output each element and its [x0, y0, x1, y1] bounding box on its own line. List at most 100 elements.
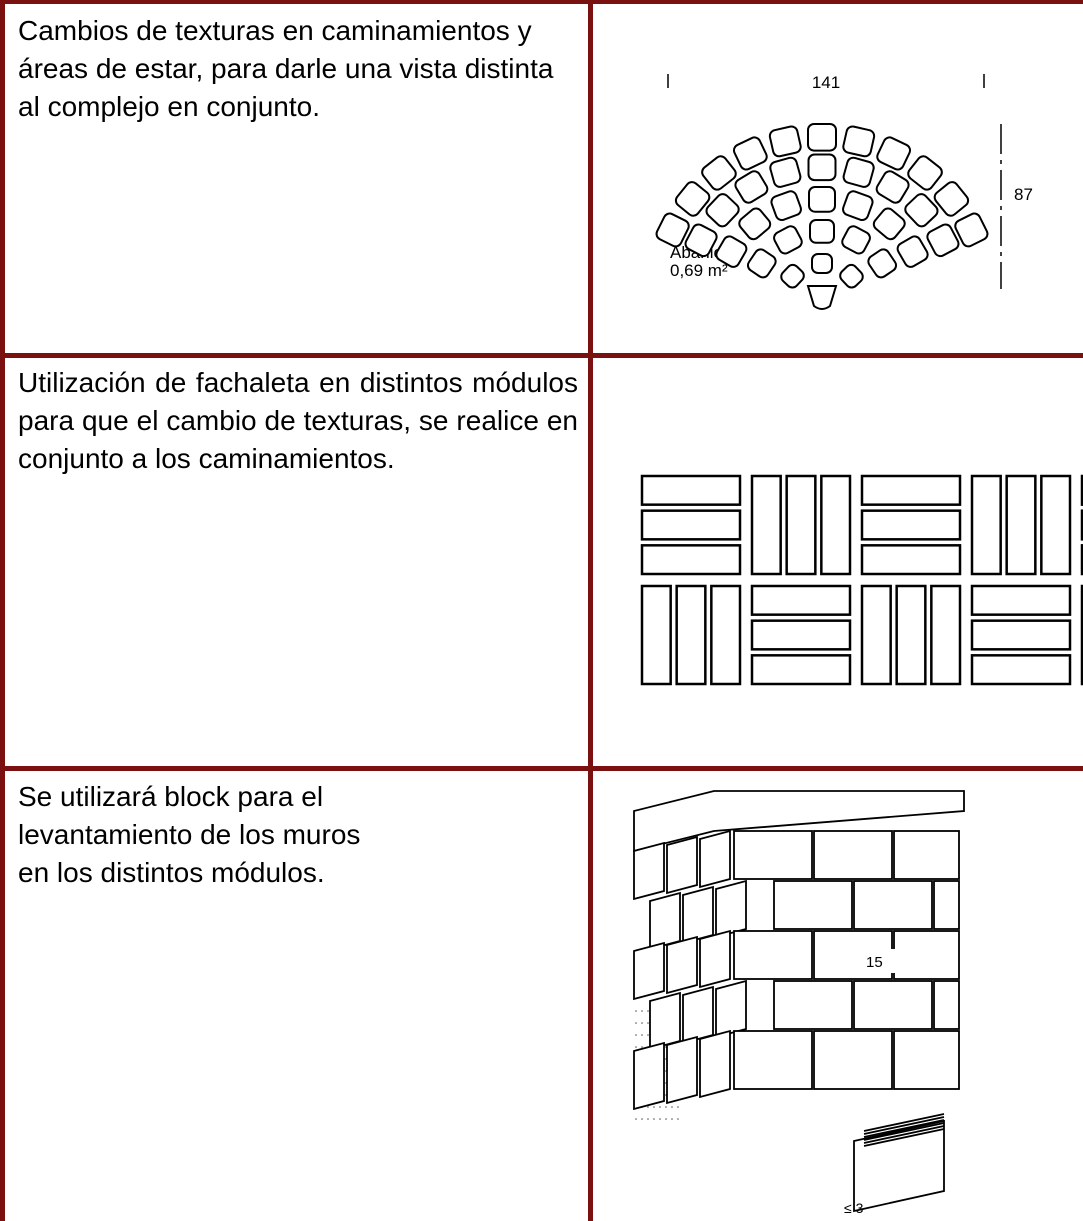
stone: [842, 190, 874, 222]
stone: [842, 156, 875, 188]
brick: [820, 474, 852, 576]
dot: [635, 1010, 637, 1012]
label-bg: [858, 949, 898, 973]
stone: [773, 225, 803, 255]
block: [813, 830, 893, 880]
stone: [780, 263, 805, 289]
dot: [671, 1118, 673, 1120]
dot: [677, 1106, 679, 1108]
stone: [705, 193, 740, 228]
brick: [750, 584, 852, 616]
dot: [635, 1022, 637, 1024]
block: [813, 1030, 893, 1090]
cell-text: Utilización de fachaleta en distintos mó…: [18, 367, 578, 474]
border: [0, 0, 1083, 4]
dot: [647, 1010, 649, 1012]
mask: [594, 358, 634, 766]
stone: [896, 235, 929, 268]
stack-line: [863, 1125, 945, 1144]
block: [853, 980, 933, 1030]
block: [893, 930, 960, 980]
stack: [853, 1119, 945, 1213]
block: [699, 1029, 731, 1099]
brick: [750, 474, 782, 576]
fan-figure: 141 87 Abanicos 0,69 m²: [655, 73, 1033, 310]
block-figure: 15 ≤ 3: [633, 790, 965, 1216]
block: [699, 829, 731, 889]
block: [633, 941, 665, 1001]
stone: [907, 155, 943, 191]
stone: [746, 248, 777, 279]
dot: [647, 1118, 649, 1120]
stone: [701, 155, 737, 191]
brick: [860, 474, 962, 506]
dot: [647, 1022, 649, 1024]
block: [733, 930, 813, 980]
brick: [640, 509, 742, 541]
dot: [671, 1106, 673, 1108]
stack-line: [863, 1119, 945, 1138]
stack-line: [863, 1113, 945, 1132]
stone: [875, 170, 910, 204]
stone: [674, 181, 711, 217]
block: [699, 929, 731, 989]
brick: [675, 584, 707, 686]
block: [666, 935, 698, 995]
brick: [785, 474, 817, 576]
dot: [659, 1106, 661, 1108]
dot: [641, 1022, 643, 1024]
dot: [653, 1106, 655, 1108]
dot: [665, 1106, 667, 1108]
brick: [640, 584, 672, 686]
brick: [1040, 474, 1072, 576]
block: [893, 1030, 960, 1090]
dot: [641, 1034, 643, 1036]
stone: [867, 248, 898, 279]
block: [633, 1041, 665, 1111]
stack-line: [863, 1116, 945, 1135]
figure-label: ≤ 3: [844, 1200, 864, 1216]
block: [649, 991, 681, 1051]
stone: [807, 123, 837, 152]
brick: [970, 654, 1072, 686]
block: [666, 1035, 698, 1105]
block: [633, 841, 665, 901]
cell-text: Cambios de texturas en caminamientos y á…: [18, 15, 554, 122]
stone: [655, 212, 690, 248]
brick: [930, 584, 962, 686]
border: [0, 766, 1083, 771]
figure-label: 0,69 m²: [670, 261, 728, 280]
stone: [738, 207, 772, 241]
dot: [635, 1046, 637, 1048]
block: [853, 880, 933, 930]
dot: [665, 1118, 667, 1120]
block: [682, 985, 714, 1045]
stone: [732, 136, 768, 171]
stack-line: [863, 1122, 945, 1141]
block: [933, 980, 960, 1030]
border: [0, 353, 1083, 358]
block: [773, 880, 853, 930]
stone: [684, 223, 718, 258]
stone: [954, 212, 989, 248]
stone: [770, 190, 802, 222]
dot: [635, 1118, 637, 1120]
stone: [926, 223, 960, 258]
border: [588, 0, 593, 1221]
dot: [653, 1118, 655, 1120]
figure-label: 15: [866, 954, 883, 971]
stone: [872, 207, 906, 241]
brick: [860, 584, 892, 686]
stone: [734, 170, 769, 204]
stone: [809, 219, 835, 244]
dot: [659, 1118, 661, 1120]
block: [733, 830, 813, 880]
stone: [769, 156, 802, 188]
brick: [710, 584, 742, 686]
dot: [677, 1118, 679, 1120]
brick: [970, 619, 1072, 651]
stone: [904, 193, 939, 228]
mask: [594, 358, 1083, 468]
stone: [808, 186, 836, 213]
cell-text: Se utilizará block para el levantamiento…: [18, 781, 361, 888]
